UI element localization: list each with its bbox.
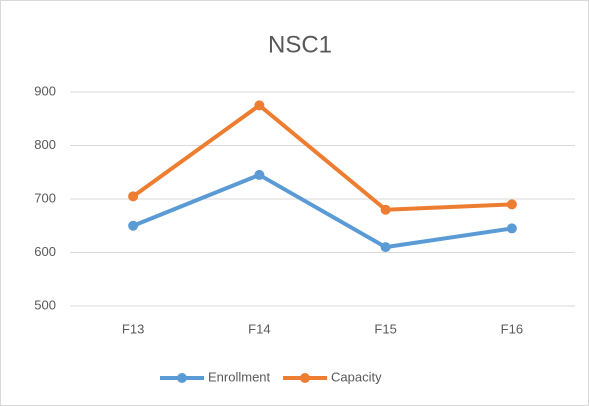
chart-title: NSC1 — [268, 31, 332, 58]
y-tick-label: 800 — [34, 137, 56, 152]
series-line — [131, 103, 514, 212]
y-tick-label: 900 — [34, 83, 56, 98]
legend-marker — [177, 373, 187, 383]
legend-label: Enrollment — [208, 369, 271, 384]
data-point — [506, 223, 517, 234]
x-tick-label: F15 — [374, 321, 396, 336]
x-tick-label: F13 — [122, 321, 144, 336]
y-tick-label: 700 — [34, 190, 56, 205]
data-point — [254, 100, 265, 111]
data-point — [380, 204, 391, 215]
data-point — [128, 191, 139, 202]
legend-label: Capacity — [331, 369, 382, 384]
x-tick-label: F14 — [248, 321, 270, 336]
data-point — [506, 199, 517, 210]
series-line — [131, 172, 514, 250]
legend-marker — [300, 373, 310, 383]
data-point — [254, 169, 265, 180]
y-tick-label: 500 — [34, 297, 56, 312]
x-tick-label: F16 — [501, 321, 523, 336]
y-tick-label: 600 — [34, 244, 56, 259]
data-point — [128, 220, 139, 231]
data-point — [380, 242, 391, 253]
